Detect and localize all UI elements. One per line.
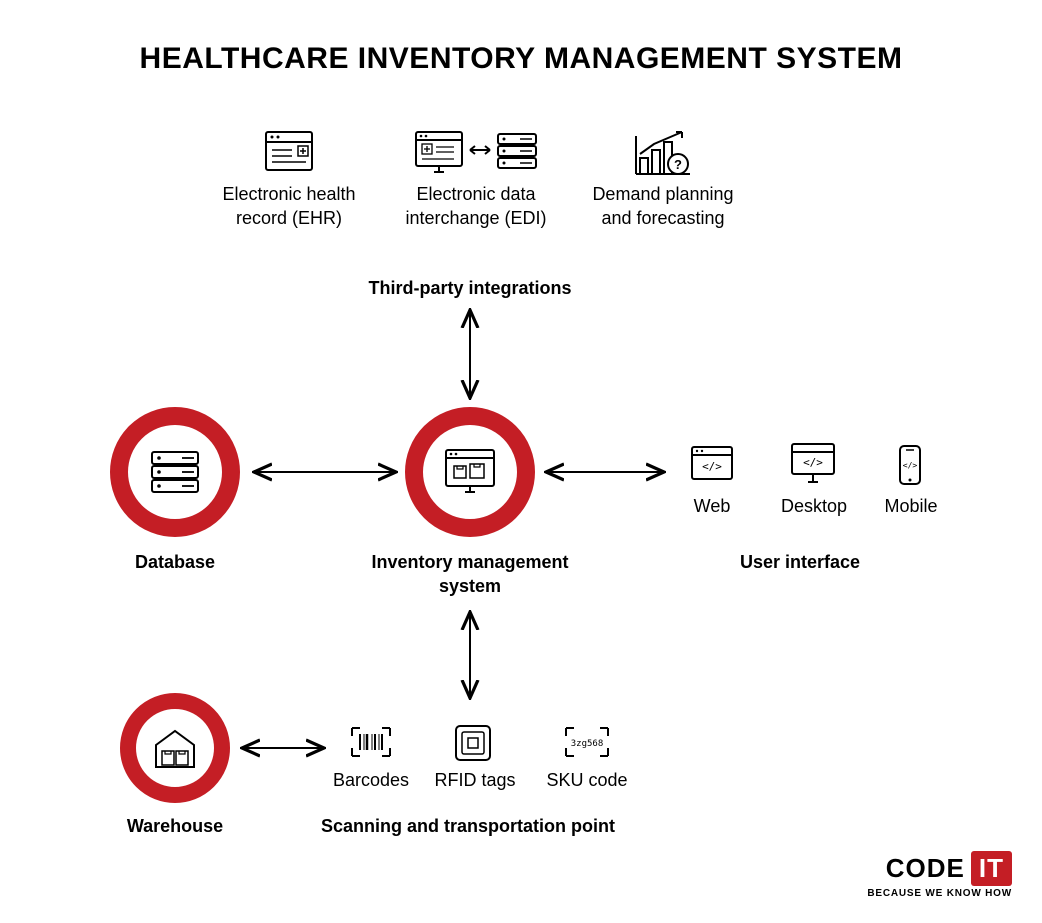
brand-logo: CODE IT BECAUSE WE KNOW HOW <box>867 851 1012 899</box>
logo-accent-text: IT <box>971 851 1012 886</box>
connectors-layer <box>0 0 1042 923</box>
logo-tagline: BECAUSE WE KNOW HOW <box>867 888 1012 899</box>
logo-main-text: CODE <box>886 853 965 884</box>
